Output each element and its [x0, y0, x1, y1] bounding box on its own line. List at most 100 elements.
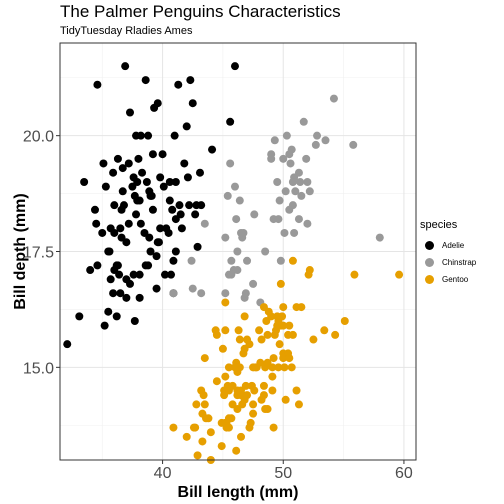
point-chinstrap	[349, 140, 358, 149]
point-adelie	[115, 270, 124, 279]
point-gentoo	[309, 335, 318, 344]
point-adelie	[105, 247, 114, 256]
point-adelie	[226, 117, 235, 126]
point-gentoo	[212, 330, 221, 339]
point-chinstrap	[250, 210, 259, 219]
point-adelie	[176, 210, 185, 219]
point-gentoo	[267, 312, 276, 321]
point-adelie	[165, 196, 174, 205]
point-chinstrap	[302, 154, 311, 163]
point-adelie	[113, 261, 122, 270]
point-chinstrap	[223, 191, 232, 200]
point-gentoo	[221, 372, 230, 381]
point-chinstrap	[288, 201, 297, 210]
point-adelie	[158, 150, 167, 159]
point-gentoo	[269, 423, 278, 432]
series-gentoo	[169, 256, 404, 464]
point-adelie	[153, 99, 162, 108]
point-chinstrap	[169, 289, 178, 298]
point-chinstrap	[227, 256, 236, 265]
point-chinstrap	[288, 178, 297, 186]
point-chinstrap	[241, 289, 250, 298]
point-gentoo	[227, 414, 236, 423]
y-axis-label: Bill depth (mm)	[12, 193, 29, 309]
point-gentoo	[200, 400, 209, 409]
point-adelie	[188, 99, 197, 108]
point-chinstrap	[297, 191, 306, 200]
point-adelie	[130, 317, 139, 325]
point-chinstrap	[200, 219, 209, 228]
point-adelie	[133, 178, 142, 186]
point-adelie	[112, 312, 121, 321]
point-adelie	[109, 289, 118, 298]
point-adelie	[113, 154, 122, 163]
point-adelie	[118, 164, 127, 173]
point-gentoo	[292, 386, 301, 395]
point-adelie	[129, 270, 138, 279]
point-gentoo	[224, 363, 233, 372]
x-tick-label: 60	[395, 465, 413, 482]
point-adelie	[144, 131, 153, 140]
point-gentoo	[246, 418, 255, 427]
legend-label: Chinstrap	[442, 258, 477, 267]
point-gentoo	[249, 409, 258, 418]
point-adelie	[136, 131, 145, 140]
point-adelie	[197, 201, 206, 210]
legend-label: Gentoo	[442, 275, 469, 284]
point-chinstrap	[221, 233, 230, 242]
point-adelie	[191, 210, 200, 219]
point-gentoo	[200, 354, 209, 363]
point-adelie	[208, 145, 217, 154]
point-chinstrap	[232, 215, 241, 224]
point-gentoo	[218, 344, 227, 353]
legend-label: Adelie	[442, 241, 465, 250]
point-gentoo	[285, 354, 294, 363]
point-adelie	[145, 233, 154, 242]
point-chinstrap	[299, 117, 308, 126]
x-tick-label: 40	[154, 465, 172, 482]
point-gentoo	[234, 326, 243, 335]
point-gentoo	[294, 400, 303, 409]
point-gentoo	[255, 326, 264, 335]
legend: species Adelie Chinstrap Gentoo	[420, 219, 476, 288]
point-gentoo	[257, 335, 266, 344]
point-adelie	[124, 159, 133, 168]
legend-item-adelie: Adelie	[420, 237, 476, 254]
point-gentoo	[204, 414, 213, 423]
point-adelie	[110, 201, 119, 210]
point-gentoo	[305, 266, 314, 275]
legend-item-gentoo: Gentoo	[420, 271, 476, 288]
point-gentoo	[221, 298, 230, 307]
point-adelie	[106, 224, 115, 233]
point-adelie	[121, 62, 130, 71]
point-gentoo	[287, 363, 296, 372]
point-adelie	[193, 242, 202, 251]
point-gentoo	[288, 330, 297, 339]
point-adelie	[122, 238, 131, 247]
point-adelie	[86, 266, 95, 275]
point-gentoo	[281, 395, 290, 404]
point-chinstrap	[313, 131, 322, 140]
point-adelie	[136, 219, 145, 228]
point-gentoo	[193, 451, 202, 460]
point-adelie	[92, 219, 101, 228]
point-gentoo	[263, 330, 272, 339]
point-chinstrap	[281, 187, 290, 196]
point-chinstrap	[375, 233, 384, 242]
point-chinstrap	[286, 159, 295, 168]
point-gentoo	[199, 391, 208, 400]
point-chinstrap	[239, 228, 248, 237]
point-adelie	[167, 270, 176, 279]
legend-item-chinstrap: Chinstrap	[420, 254, 476, 271]
point-gentoo	[182, 432, 191, 441]
point-gentoo	[192, 400, 201, 409]
point-adelie	[104, 307, 113, 316]
point-adelie	[156, 224, 165, 233]
point-adelie	[164, 228, 173, 237]
point-chinstrap	[197, 289, 206, 298]
point-adelie	[147, 191, 156, 200]
point-adelie	[75, 312, 84, 321]
data-points	[63, 62, 404, 464]
point-adelie	[183, 173, 192, 182]
